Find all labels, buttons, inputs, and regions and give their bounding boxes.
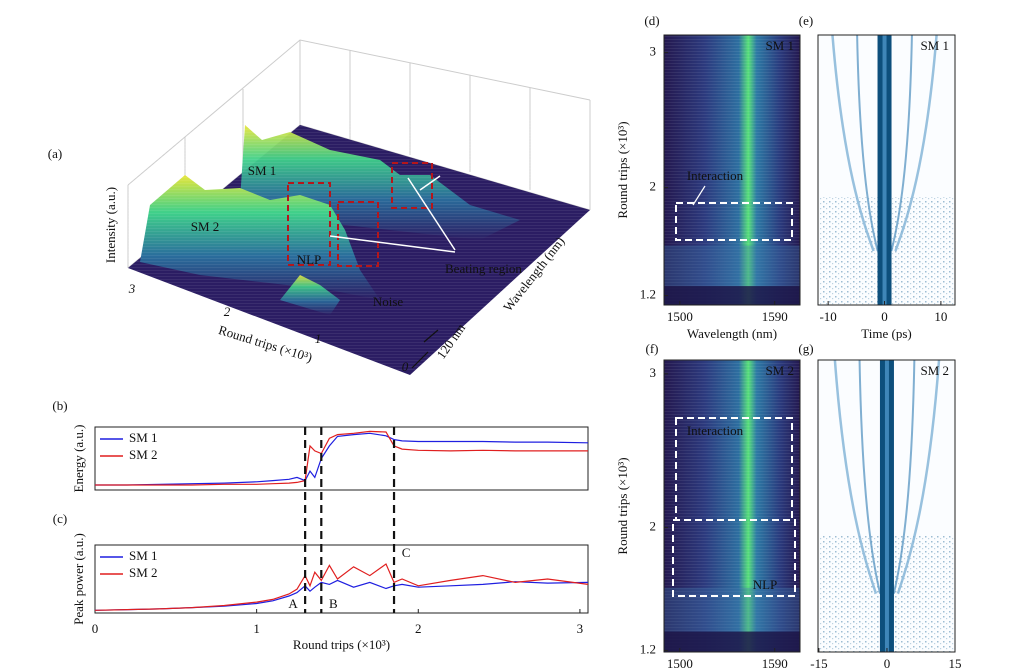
marker-label: A [288, 596, 298, 611]
heatmap-trace [894, 34, 938, 252]
x-tick-label: 0 [884, 656, 891, 671]
x-tick-label: 10 [934, 309, 947, 324]
y-tick-label: 1.2 [640, 287, 656, 302]
y-tick-label: 3 [650, 365, 657, 380]
z-axis-label: Intensity (a.u.) [103, 187, 118, 263]
x-tick-label: -10 [819, 309, 836, 324]
x-tick-label: 1 [315, 331, 322, 346]
marker-label: B [329, 596, 338, 611]
y-tick-label: 2 [650, 179, 657, 194]
panel-label: (f) [646, 341, 659, 356]
x-axis-label: Time (ps) [861, 326, 911, 341]
heatmap-image [664, 360, 800, 652]
heatmap-floor [664, 631, 800, 652]
heatmap-trace [856, 34, 879, 252]
panel-series-label: SM 2 [765, 363, 794, 378]
annotation-box [675, 202, 793, 241]
heatmap-rows [664, 360, 800, 652]
x-tick-label: 3 [577, 621, 584, 636]
plot-frame [94, 426, 589, 491]
x-tick-label: 1 [253, 621, 260, 636]
x-tick-label: 2 [224, 304, 231, 319]
x-tick-label: 1500 [667, 309, 693, 324]
x-tick-label: 15 [949, 656, 962, 671]
heatmap-trace [831, 34, 875, 252]
x-tick-label: 0 [92, 621, 99, 636]
heatmap-image [818, 34, 955, 305]
legend-label: SM 1 [129, 430, 158, 445]
annotation: NLP [753, 577, 778, 592]
y-axis-label: Peak power (a.u.) [71, 533, 86, 625]
heatmap-core-light [884, 360, 889, 652]
annotation: SM 2 [191, 219, 220, 234]
panel-label: (d) [644, 13, 659, 28]
panel-label: (a) [48, 146, 62, 161]
heatmap-floor [664, 286, 800, 305]
heatmap-trace [896, 359, 941, 594]
y-tick-label: 1.2 [640, 641, 656, 656]
x-axis-label: Round trips (×10³) [293, 637, 390, 652]
panel-label: (g) [798, 341, 813, 356]
heatmap-trace [833, 359, 878, 594]
x-tick-label: 1590 [762, 309, 788, 324]
heatmap-rows [664, 35, 800, 305]
y-tick-label: 2 [650, 519, 657, 534]
x-tick-label: 3 [128, 281, 136, 296]
plot-frame [663, 359, 801, 653]
x-axis-label: Wavelength (nm) [687, 326, 777, 341]
heatmap-core-light [882, 35, 887, 305]
annotation-box [672, 519, 796, 597]
panel-series-label: SM 1 [765, 38, 794, 53]
x-tick-label: 1500 [667, 656, 693, 671]
heatmap-trace [890, 34, 913, 252]
annotation: NLP [297, 252, 322, 267]
heatmap-image [664, 35, 800, 305]
y-axis-label: Round trips (×10³) [615, 457, 630, 554]
y-axis-label: Energy (a.u.) [71, 425, 86, 493]
series-line [94, 563, 589, 611]
annotation: Interaction [687, 423, 744, 438]
legend-label: SM 1 [129, 548, 158, 563]
plot-frame [817, 34, 956, 306]
series-line [94, 579, 589, 611]
panel-label: (b) [52, 398, 67, 413]
annotation: Interaction [687, 168, 744, 183]
annotation: SM 1 [248, 163, 277, 178]
heatmap-image [818, 359, 955, 652]
heatmap-trace [858, 359, 882, 594]
panel-series-label: SM 1 [920, 38, 949, 53]
x-tick-label: 0 [881, 309, 888, 324]
y-tick-label: 3 [650, 44, 657, 59]
legend-label: SM 2 [129, 447, 158, 462]
series-line [95, 430, 588, 486]
panel-series-label: SM 2 [920, 363, 949, 378]
x-tick-label: 2 [415, 621, 422, 636]
y-axis-label: Round trips (×10³) [615, 121, 630, 218]
plot-frame [663, 34, 801, 306]
annotation-arrow [692, 185, 706, 206]
x-tick-label: 1590 [762, 656, 788, 671]
x-tick-label: -15 [810, 656, 827, 671]
annotation: Beating region [445, 261, 522, 276]
panel-label: (e) [799, 13, 813, 28]
panel-a-surface [128, 120, 590, 375]
x-tick-label: 0 [402, 359, 409, 374]
heatmap-trace [892, 359, 916, 594]
plot-frame [94, 544, 589, 614]
marker-label: C [402, 545, 411, 560]
legend-label: SM 2 [129, 565, 158, 580]
series-line [95, 432, 589, 486]
panel-label: (c) [53, 511, 67, 526]
annotation: Noise [373, 294, 404, 309]
